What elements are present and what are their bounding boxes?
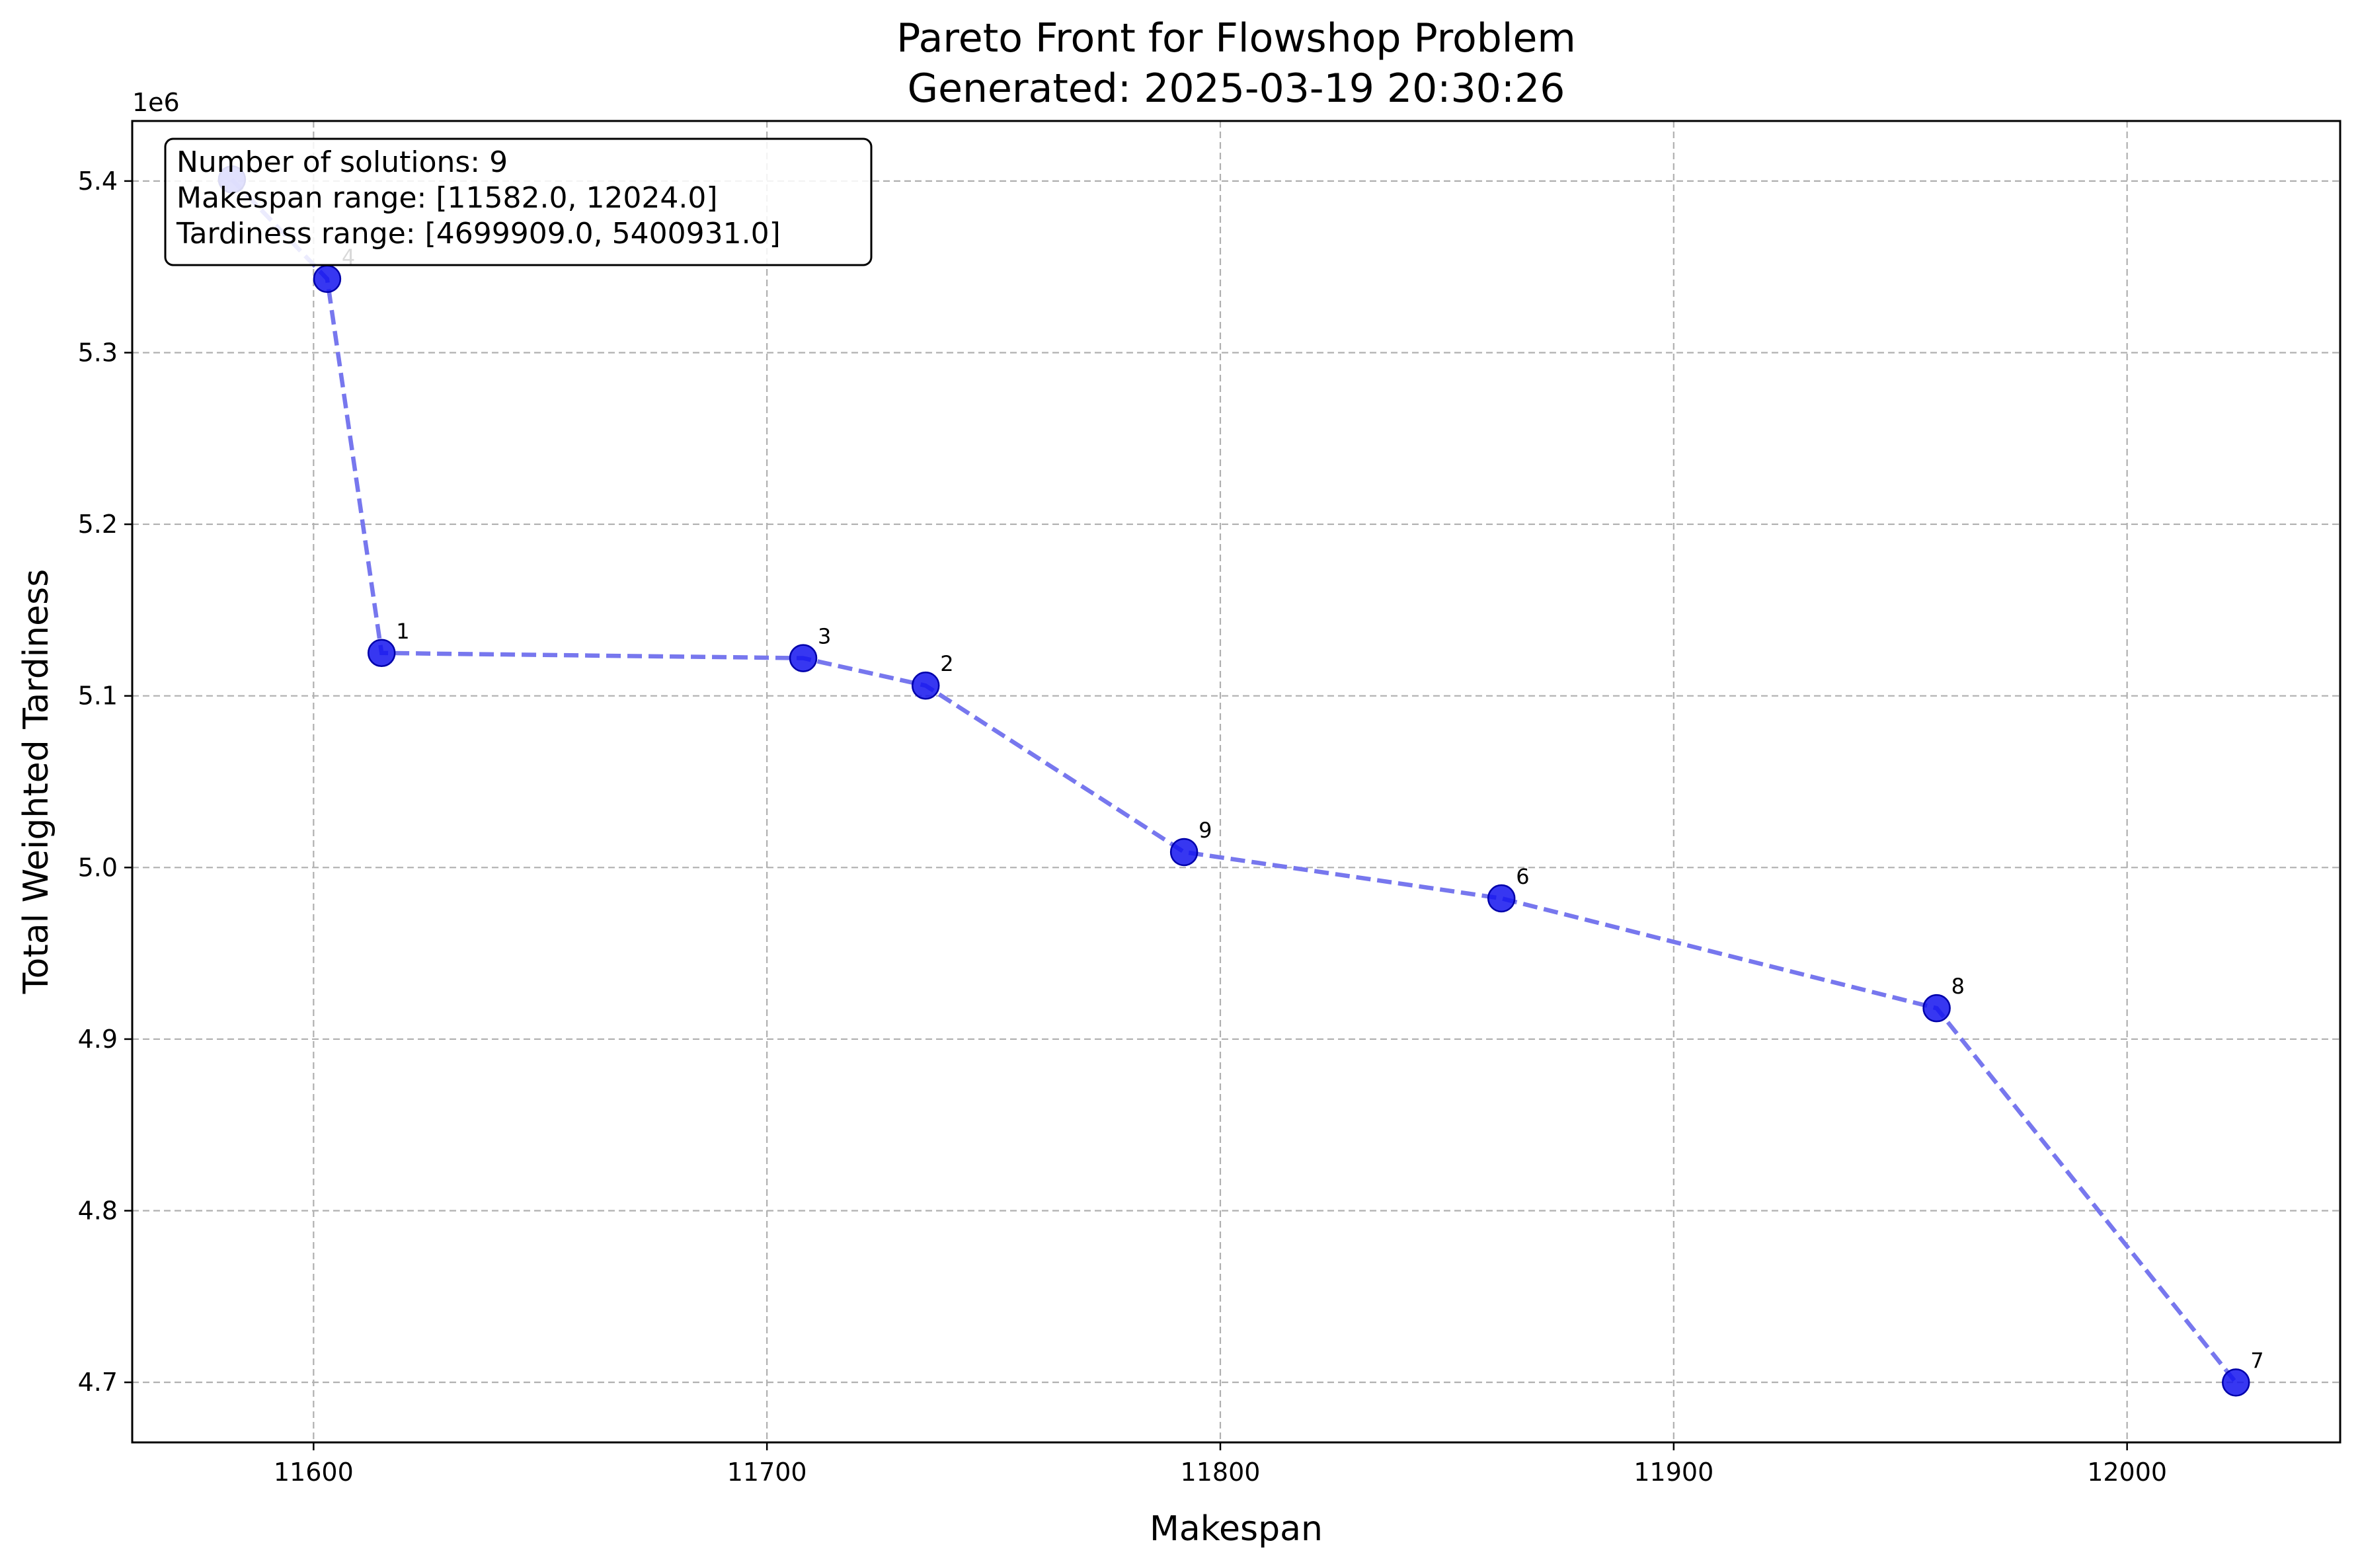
pareto-point (313, 264, 342, 294)
stats-box: Number of solutions: 9 Makespan range: [… (164, 137, 873, 266)
y-tick-label: 5.3 (78, 338, 118, 367)
x-axis-ticks: 11600 11700 11800 11900 12000 (274, 1442, 2167, 1487)
y-axis-offset-label: 1e6 (132, 88, 180, 117)
y-axis-ticks: 4.7 4.8 4.9 5.0 5.1 5.2 5.3 5.4 (78, 167, 132, 1397)
stats-box-frame (164, 137, 873, 266)
grid-lines (132, 121, 2340, 1442)
point-label: 6 (1516, 864, 1529, 889)
y-tick-label: 4.9 (78, 1025, 118, 1054)
y-axis-label: Total Weighted Tardiness (17, 569, 56, 995)
plot-frame (131, 120, 2341, 1444)
y-tick-label: 5.2 (78, 510, 118, 539)
pareto-point (1487, 884, 1516, 913)
pareto-point (789, 644, 818, 672)
stats-makespan-range: Makespan range: [11582.0, 12024.0] (177, 181, 718, 215)
point-label: 9 (1199, 818, 1212, 843)
y-tick-label: 4.7 (78, 1368, 118, 1397)
x-tick-label: 11900 (1633, 1458, 1713, 1487)
point-label: 7 (2250, 1348, 2263, 1373)
y-tick-label: 5.1 (78, 682, 118, 711)
point-label: 3 (818, 624, 831, 649)
x-tick-label: 11600 (274, 1458, 354, 1487)
chart-subtitle: Generated: 2025-03-19 20:30:26 (908, 65, 1565, 112)
y-tick-label: 5.0 (78, 853, 118, 882)
y-tick-label: 5.4 (78, 167, 118, 196)
stats-tardiness-range: Tardiness range: [4699909.0, 5400931.0] (176, 217, 781, 251)
point-label: 1 (396, 619, 409, 644)
x-tick-label: 12000 (2087, 1458, 2167, 1487)
pareto-point (1169, 838, 1199, 867)
pareto-point (1922, 994, 1951, 1023)
point-label: 2 (940, 651, 953, 676)
chart-title: Pareto Front for Flowshop Problem (896, 15, 1576, 61)
point-label: 8 (1951, 974, 1965, 999)
x-axis-label: Makespan (1150, 1509, 1323, 1549)
y-tick-label: 4.8 (78, 1196, 118, 1226)
pareto-point (2222, 1368, 2250, 1397)
pareto-point (367, 639, 396, 668)
x-tick-label: 11700 (727, 1458, 807, 1487)
stats-solutions-count: Number of solutions: 9 (177, 145, 508, 179)
pareto-point (911, 671, 940, 700)
x-tick-label: 11800 (1181, 1458, 1261, 1487)
